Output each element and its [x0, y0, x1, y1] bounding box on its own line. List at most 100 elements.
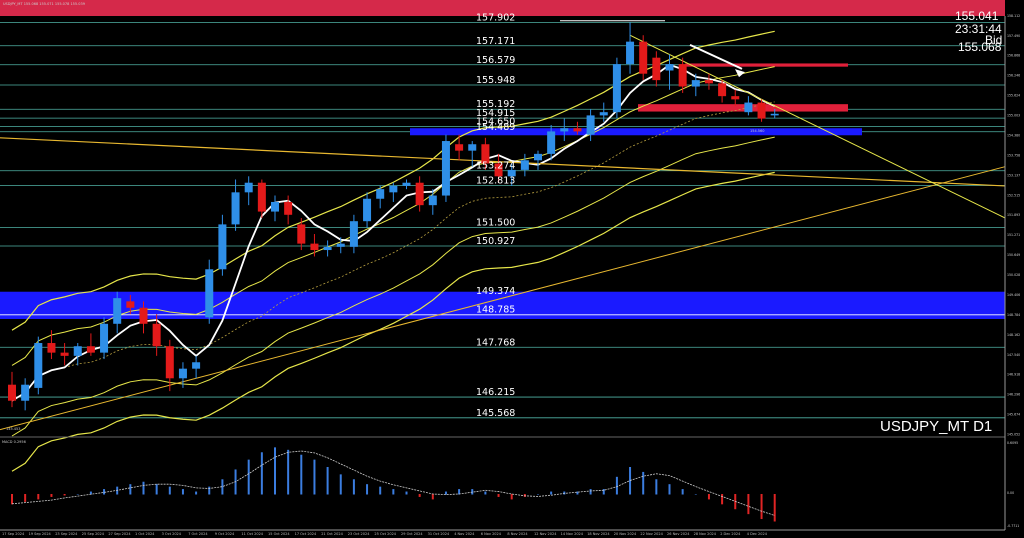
- candle-body: [152, 323, 161, 347]
- date-axis-label: 25 Sep 2024: [82, 532, 105, 536]
- price-axis-label: 152.515: [1007, 193, 1020, 197]
- date-axis-label: 25 Oct 2024: [374, 532, 396, 536]
- candle-body: [389, 185, 398, 193]
- bid-price: 155.068: [958, 40, 1002, 54]
- candle-body: [428, 195, 437, 206]
- candle-body: [494, 163, 503, 177]
- date-axis-label: 11 Oct 2024: [241, 532, 263, 536]
- date-axis: 17 Sep 2024 19 Sep 2024 23 Sep 2024 25 Sep …: [2, 532, 768, 536]
- level-label: 152.813: [476, 176, 515, 187]
- date-axis-label: 14 Nov 2024: [561, 532, 584, 536]
- date-axis-label: 31 Oct 2024: [428, 532, 450, 536]
- bid-label: Bid: [985, 33, 1002, 47]
- candle-body: [757, 102, 766, 119]
- price-axis-label: 156.246: [1007, 74, 1020, 78]
- level-label: 156.579: [476, 55, 515, 66]
- level-label: 153.274: [476, 161, 515, 172]
- level-label: 154.489: [476, 122, 515, 133]
- candle-body: [415, 182, 424, 206]
- date-axis-label: 22 Nov 2024: [640, 532, 663, 536]
- candle-body: [520, 160, 529, 170]
- price-axis-label: 145.052: [1007, 433, 1020, 437]
- zones: [0, 63, 1005, 319]
- price-axis-label: 158.112: [1007, 14, 1020, 18]
- date-axis-label: 26 Nov 2024: [667, 532, 690, 536]
- date-axis-label: 7 Oct 2024: [188, 532, 208, 536]
- level-label: 154.915: [476, 108, 515, 119]
- date-axis-label: 20 Nov 2024: [614, 532, 637, 536]
- candle-body: [244, 182, 253, 193]
- price-zone: [638, 104, 848, 112]
- level-label: 149.374: [476, 286, 515, 297]
- candle-body: [100, 323, 109, 353]
- date-axis-label: 2 Dec 2024: [720, 532, 741, 536]
- price-axis: 158.112 157.490 156.868 156.246 155.624 155.0…: [1007, 14, 1020, 437]
- candle-body: [231, 192, 240, 225]
- macd-signal-line: [11, 450, 775, 516]
- price-axis-label: 146.296: [1007, 393, 1020, 397]
- candle-body: [192, 362, 201, 369]
- date-axis-label: 6 Nov 2024: [481, 532, 502, 536]
- price-axis-label: 151.893: [1007, 213, 1020, 217]
- date-axis-label: 12 Nov 2024: [534, 532, 557, 536]
- candle-body: [468, 144, 477, 151]
- level-labels: 157.902 157.171 156.579 155.948 155.192154.9…: [476, 12, 515, 418]
- trend-arrow: [689, 43, 743, 70]
- candle-body: [481, 144, 490, 164]
- date-axis-label: 29 Oct 2024: [401, 532, 423, 536]
- candle-body: [402, 182, 411, 186]
- candle-body: [691, 80, 700, 87]
- bollinger-upper: [11, 30, 775, 331]
- trend-line-falling: [629, 34, 1006, 219]
- price-axis-label: 149.406: [1007, 293, 1020, 297]
- price-axis-label: 145.674: [1007, 413, 1020, 417]
- price-axis-label: 147.540: [1007, 353, 1020, 357]
- candle-body: [21, 384, 30, 401]
- price-axis-label: 153.758: [1007, 153, 1020, 157]
- candle-body: [73, 346, 82, 356]
- macd-label: MACD 0.2956: [2, 440, 26, 444]
- date-axis-label: 23 Sep 2024: [55, 532, 78, 536]
- candle-body: [178, 368, 187, 379]
- candle-body: [547, 131, 556, 154]
- level-label: 146.215: [476, 387, 515, 398]
- date-axis-label: 1 Oct 2024: [135, 532, 155, 536]
- candle-body: [612, 64, 621, 113]
- candle-body: [455, 144, 464, 151]
- candle-body: [271, 201, 279, 212]
- candle-body: [718, 83, 727, 97]
- macd-axis-label: 0.6095: [1007, 441, 1018, 445]
- price-axis-label: 150.028: [1007, 273, 1020, 277]
- candle-body: [586, 115, 595, 135]
- moving-average-20: [11, 101, 775, 402]
- price-zone: [410, 128, 862, 136]
- candle-body: [560, 128, 569, 132]
- candle-body: [376, 189, 385, 199]
- level-label: 157.902: [476, 12, 515, 23]
- candle-body: [349, 221, 358, 247]
- date-axis-label: 21 Oct 2024: [321, 532, 343, 536]
- low-marker: 145.453: [6, 427, 20, 431]
- price-zone: [685, 63, 848, 67]
- candle-body: [534, 153, 542, 161]
- date-axis-label: 23 Oct 2024: [348, 532, 370, 536]
- candle-body: [626, 41, 635, 65]
- price-axis-label: 156.868: [1007, 54, 1020, 58]
- level-label: 154.650: [476, 117, 515, 128]
- candle-body: [284, 201, 293, 215]
- level-label: 157.171: [476, 36, 515, 47]
- candle-body: [704, 80, 713, 84]
- candle-body: [507, 169, 516, 177]
- macd-axis-label: 0.00: [1007, 491, 1014, 495]
- trend-lines: [0, 20, 1006, 431]
- date-axis-label: 19 Sep 2024: [29, 532, 52, 536]
- candle-body: [60, 352, 69, 356]
- date-axis-label: 9 Oct 2024: [215, 532, 235, 536]
- date-axis-label: 4 Dec 2024: [747, 532, 768, 536]
- level-label: 155.948: [476, 75, 515, 86]
- candle-body: [678, 64, 687, 87]
- candle-body: [731, 96, 740, 100]
- candle-body: [770, 113, 779, 116]
- date-axis-label: 18 Nov 2024: [587, 532, 610, 536]
